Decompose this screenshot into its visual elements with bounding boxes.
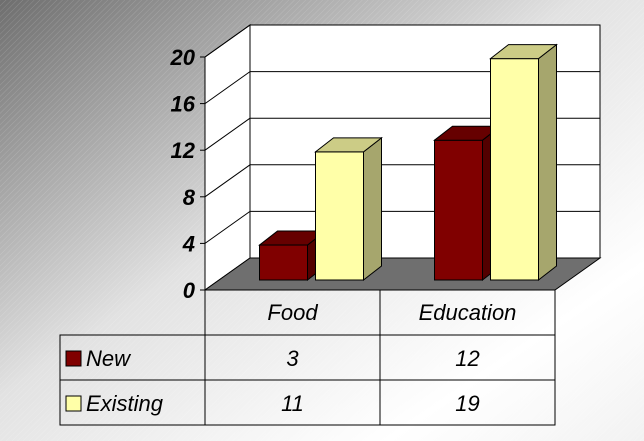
- bar-side: [363, 136, 382, 282]
- data-label: 11: [281, 391, 304, 416]
- bar-front: [490, 58, 539, 281]
- gridline-side: [204, 117, 251, 151]
- category-label: Food: [267, 300, 318, 325]
- y-tick-label: 8: [183, 185, 196, 210]
- bar: [489, 43, 558, 282]
- y-tick-label: 0: [183, 278, 196, 303]
- gridline-side: [204, 24, 251, 58]
- data-label: 19: [455, 391, 479, 416]
- bar-top: [489, 44, 558, 60]
- legend-label: New: [86, 346, 132, 371]
- y-tick-label: 16: [171, 92, 196, 117]
- y-tick-label: 20: [170, 45, 196, 70]
- legend-swatch: [65, 350, 82, 367]
- gridline-side: [204, 164, 251, 198]
- bar-front: [259, 244, 308, 281]
- y-tick-label: 12: [171, 138, 196, 163]
- legend-label: Existing: [86, 391, 164, 416]
- bar-side: [538, 43, 557, 282]
- y-tick-label: 4: [182, 231, 195, 256]
- data-label: 12: [455, 346, 479, 371]
- bar-top: [314, 137, 383, 153]
- data-label: 3: [286, 346, 299, 371]
- gridline-side: [204, 210, 251, 244]
- gridline-side: [204, 71, 251, 105]
- legend-swatch: [65, 395, 82, 412]
- bar-front: [434, 139, 483, 281]
- bar: [314, 136, 383, 282]
- side-wall: [204, 24, 251, 291]
- bar-front: [315, 151, 364, 281]
- data-table: Food Education New 3 12 Existing 11 19: [59, 290, 556, 426]
- category-label: Education: [419, 300, 517, 325]
